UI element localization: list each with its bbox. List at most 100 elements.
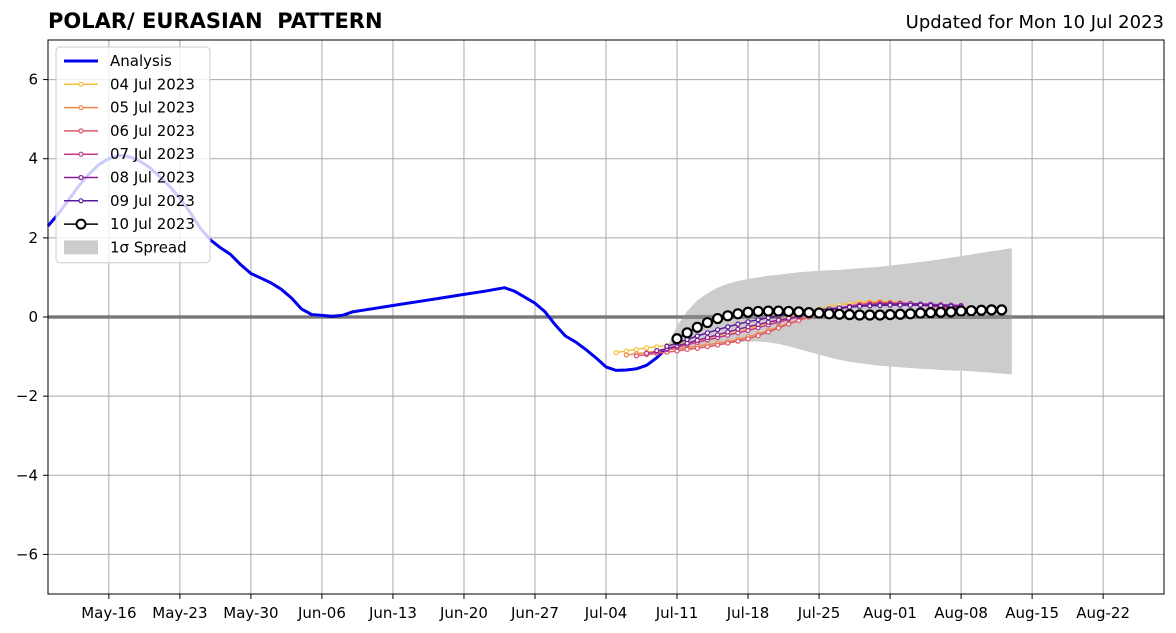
current-forecast-point bbox=[742, 306, 754, 318]
x-tick-label: Jul-04 bbox=[584, 604, 628, 622]
current-forecast-point bbox=[722, 310, 734, 322]
legend-entry: 09 Jul 2023 bbox=[64, 192, 195, 210]
forecast-point bbox=[633, 346, 640, 353]
forecast-point bbox=[654, 348, 660, 354]
legend[interactable]: Analysis 04 Jul 2023 05 Jul 2023 06 Jul 202… bbox=[55, 46, 211, 264]
legend-swatch bbox=[64, 240, 98, 255]
x-tick-label: Jul-18 bbox=[726, 604, 770, 622]
current-forecast-point bbox=[681, 327, 693, 339]
forecast-point bbox=[917, 302, 924, 308]
current-forecast-point bbox=[864, 309, 876, 321]
x-tick-label: May-23 bbox=[152, 604, 207, 622]
legend-entry: 04 Jul 2023 bbox=[64, 75, 195, 93]
forecast-point bbox=[755, 332, 761, 339]
forecast-point bbox=[745, 319, 751, 325]
current-forecast-point bbox=[701, 316, 714, 329]
current-forecast-point bbox=[935, 306, 947, 318]
x-tick-label: May-30 bbox=[223, 604, 278, 622]
current-forecast-point bbox=[823, 308, 835, 320]
legend-marker bbox=[78, 198, 84, 204]
legend-label: 04 Jul 2023 bbox=[110, 75, 195, 93]
forecast-point bbox=[714, 327, 721, 333]
x-tick-label: Jun-27 bbox=[510, 604, 559, 622]
x-tick-label: Aug-08 bbox=[934, 604, 988, 622]
current-forecast-point bbox=[783, 305, 795, 318]
forecast-point bbox=[877, 302, 883, 309]
current-forecast-point bbox=[945, 306, 957, 318]
x-tick-label: Jun-06 bbox=[297, 604, 346, 622]
current-forecast-point bbox=[985, 304, 998, 316]
current-forecast-point bbox=[925, 307, 937, 319]
legend-marker bbox=[78, 151, 84, 157]
forecast-point bbox=[745, 336, 751, 342]
legend-marker bbox=[78, 81, 84, 87]
x-tick-label: Jun-20 bbox=[439, 604, 488, 622]
y-tick-label: 6 bbox=[28, 71, 38, 89]
zero-line bbox=[48, 315, 1164, 319]
legend-label: Analysis bbox=[110, 52, 172, 70]
current-forecast-point bbox=[996, 304, 1008, 316]
current-forecast-series bbox=[671, 304, 1008, 345]
legend-entry: Analysis bbox=[64, 52, 172, 70]
current-forecast-point bbox=[843, 309, 856, 321]
forecast-point bbox=[704, 330, 711, 336]
series bbox=[46, 154, 1008, 372]
current-forecast-point bbox=[965, 305, 977, 317]
y-tick-label: −6 bbox=[16, 545, 38, 563]
forecast-point bbox=[928, 302, 934, 309]
updated-date: Updated for Mon 10 Jul 2023 bbox=[905, 12, 1164, 33]
forecast-point bbox=[846, 304, 853, 310]
legend-label: 06 Jul 2023 bbox=[110, 122, 195, 140]
forecast-point bbox=[887, 302, 893, 308]
forecast-point bbox=[765, 319, 771, 325]
forecast-point bbox=[725, 329, 731, 335]
forecast-point bbox=[735, 338, 741, 344]
current-forecast-point bbox=[762, 305, 774, 317]
y-tick-label: 0 bbox=[28, 308, 38, 326]
current-forecast-point bbox=[914, 307, 927, 319]
legend-box bbox=[55, 46, 211, 264]
x-tick-label: May-16 bbox=[81, 604, 136, 622]
legend-label: 09 Jul 2023 bbox=[110, 192, 195, 210]
axis-ticks: May-16 May-23 May-30 Jun-06 Jun-13 Jun-20 Jun-… bbox=[16, 71, 1130, 622]
forecast-point bbox=[664, 343, 670, 349]
current-forecast-point bbox=[752, 305, 764, 318]
legend-label: 1σ Spread bbox=[110, 238, 187, 256]
x-tick-label: Jun-13 bbox=[368, 604, 417, 622]
current-forecast-point bbox=[691, 321, 703, 333]
forecast-point bbox=[735, 321, 741, 327]
forecast-point bbox=[786, 321, 792, 327]
y-tick-label: 2 bbox=[28, 229, 38, 247]
y-tick-label: 4 bbox=[28, 150, 38, 168]
x-tick-label: Aug-15 bbox=[1005, 604, 1059, 622]
current-forecast-point bbox=[732, 308, 744, 320]
forecast-point bbox=[745, 324, 751, 330]
current-forecast-point bbox=[894, 308, 906, 320]
legend-marker bbox=[75, 218, 87, 230]
forecast-point bbox=[907, 302, 913, 308]
forecast-point bbox=[623, 352, 629, 358]
forecast-point bbox=[694, 333, 700, 339]
legend-label: 05 Jul 2023 bbox=[110, 99, 195, 117]
legend-entry: 1σ Spread bbox=[64, 238, 187, 256]
legend-marker bbox=[78, 174, 84, 181]
forecast-point bbox=[704, 334, 711, 341]
x-tick-label: Jul-25 bbox=[797, 604, 841, 622]
forecast-point bbox=[714, 342, 721, 348]
current-forecast-point bbox=[772, 305, 785, 317]
forecast-point bbox=[775, 317, 782, 323]
legend-entry: 05 Jul 2023 bbox=[64, 99, 195, 117]
legend-label: 07 Jul 2023 bbox=[110, 145, 195, 163]
legend-marker bbox=[78, 128, 84, 134]
forecast-point bbox=[613, 350, 619, 356]
forecast-point bbox=[704, 344, 711, 350]
chart-title: POLAR/ EURASIAN PATTERN bbox=[48, 9, 383, 33]
legend-entry: 10 Jul 2023 bbox=[64, 215, 195, 233]
forecast-point bbox=[643, 345, 650, 351]
legend-label: 08 Jul 2023 bbox=[110, 169, 195, 187]
current-forecast-point bbox=[975, 304, 987, 316]
forecast-point bbox=[775, 325, 782, 331]
current-forecast-point bbox=[955, 305, 967, 317]
forecast-point bbox=[755, 317, 761, 323]
y-tick-label: −4 bbox=[16, 466, 38, 484]
